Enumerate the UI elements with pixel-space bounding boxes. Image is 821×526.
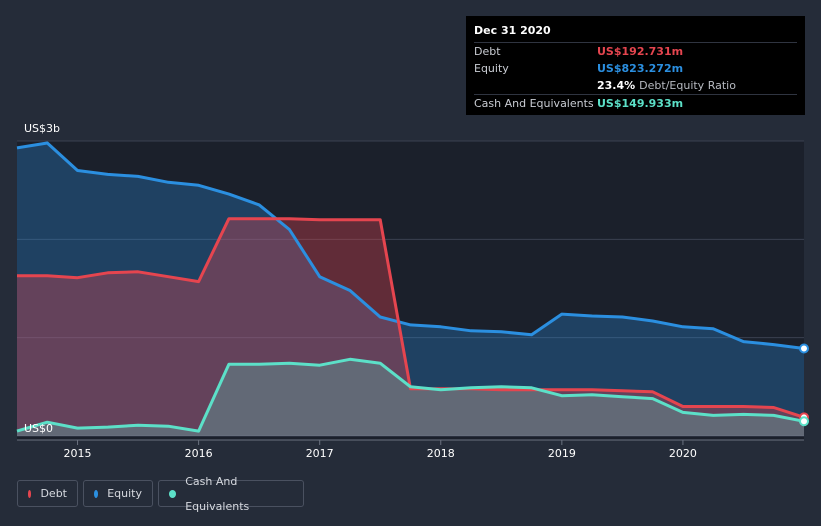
legend-dot-cash [169, 489, 177, 498]
area-debt [17, 218, 804, 436]
legend-item-equity[interactable]: Equity [83, 480, 153, 507]
x-tick-label-2016: 2016 [185, 447, 213, 460]
series-areas [17, 143, 804, 436]
line-cash-and-equivalents [16, 357, 805, 433]
legend-label-debt: Debt [40, 487, 67, 500]
tooltip-row-ratio: 23.4% Debt/Equity Ratio [474, 77, 797, 94]
x-tick-label-2015: 2015 [64, 447, 92, 460]
end-marker-equity[interactable] [799, 343, 809, 354]
line-equity [16, 141, 805, 350]
tooltip-label-cash: Cash And Equivalents [474, 97, 594, 110]
axes: US$3b US$0 2015 2016 2017 2018 2019 2020 [17, 122, 804, 460]
tooltip-value-ratio: 23.4% [597, 79, 636, 92]
tooltip-value-equity: US$823.272m [597, 62, 684, 75]
tooltip-value-cash: US$149.933m [597, 97, 684, 110]
legend-item-cash[interactable]: Cash And Equivalents [158, 475, 304, 513]
tooltip-ratio-caption: Debt/Equity Ratio [639, 79, 736, 92]
tooltip-date: Dec 31 2020 [474, 24, 551, 37]
area-cash-and-equivalents [17, 359, 804, 436]
y-tick-label-0: US$0 [24, 422, 53, 435]
y-tick-label-3: US$3b [24, 122, 60, 135]
series-end-markers [799, 343, 809, 427]
grid-lines [17, 140, 804, 437]
x-tick-label-2017: 2017 [306, 447, 334, 460]
legend-label-cash: Cash And Equivalents [185, 474, 250, 513]
tooltip-label-debt: Debt [474, 45, 501, 58]
line-debt [17, 217, 805, 419]
tooltip-row-cash: Cash And Equivalents US$149.933m [474, 94, 797, 112]
tooltip-value-debt: US$192.731m [597, 45, 684, 58]
x-tick-label-2019: 2019 [548, 447, 576, 460]
x-tick-label-2020: 2020 [669, 447, 697, 460]
x-tick-label-2018: 2018 [427, 447, 455, 460]
legend-item-debt[interactable]: Debt [17, 480, 78, 507]
tooltip-panel: Dec 31 2020 Debt US$192.731m Equity US$8… [466, 16, 805, 115]
legend-dot-debt [28, 489, 32, 498]
tooltip-row-equity: Equity US$823.272m [474, 60, 797, 77]
tooltip-label-ratio [474, 77, 597, 94]
legend-label-equity: Equity [107, 487, 142, 500]
legend-dot-equity [94, 489, 99, 498]
series-lines [16, 141, 805, 433]
tooltip-label-equity: Equity [474, 62, 509, 75]
tooltip-row-debt: Debt US$192.731m [474, 42, 797, 60]
end-marker-cash-and-equivalents[interactable] [799, 416, 809, 427]
area-equity [17, 143, 804, 436]
